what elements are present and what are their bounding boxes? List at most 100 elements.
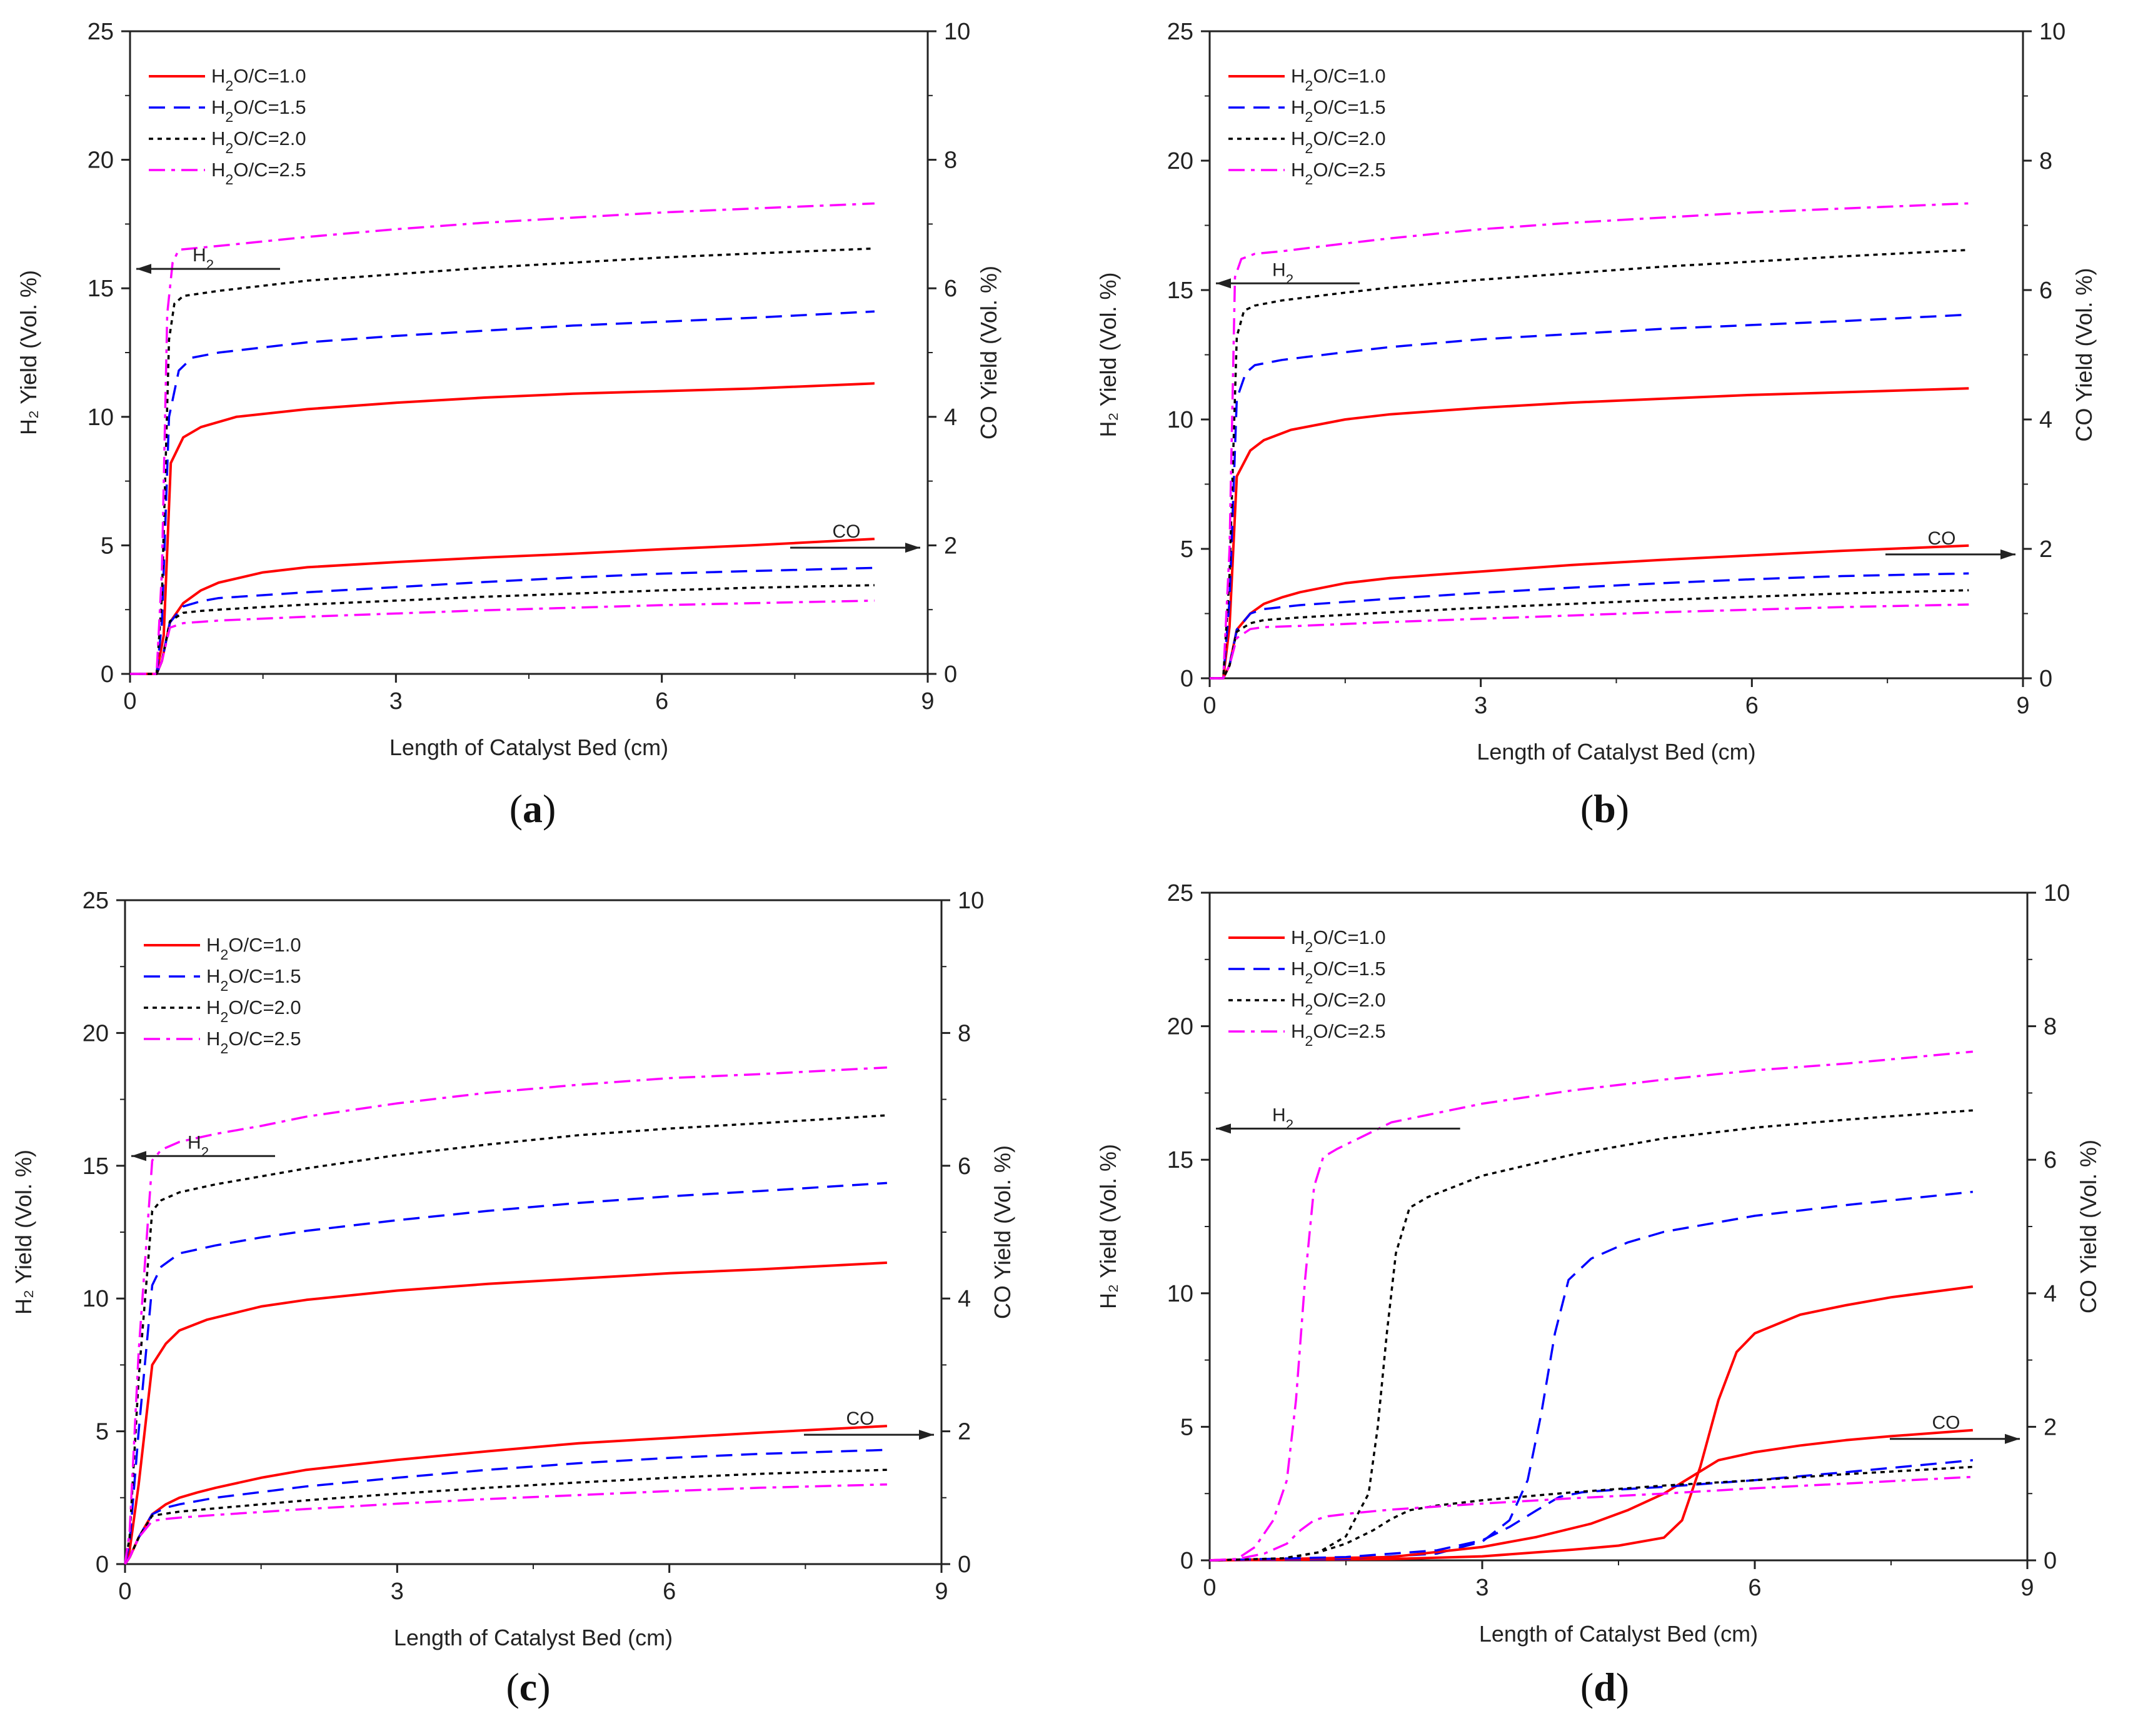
h2-annotation: H2 bbox=[1272, 1105, 1293, 1132]
y-left-axis-label: H₂ Yield (Vol. %) bbox=[1095, 272, 1121, 437]
legend-label: H2O/C=2.5 bbox=[206, 1028, 301, 1056]
y-right-tick-label: 10 bbox=[2039, 19, 2065, 45]
y-right-axis-label: CO Yield (Vol. %) bbox=[990, 1145, 1015, 1319]
y-right-tick-label: 4 bbox=[944, 404, 957, 431]
co-series-line bbox=[130, 566, 875, 675]
y-left-tick-label: 0 bbox=[101, 661, 114, 688]
panel-label-letter: a bbox=[523, 786, 543, 831]
y-left-tick-label: 5 bbox=[101, 533, 114, 559]
h2-series-line bbox=[130, 382, 875, 675]
y-right-tick-label: 6 bbox=[944, 276, 957, 302]
h2-series-line bbox=[124, 1261, 888, 1565]
h2-series-line bbox=[1210, 387, 1969, 680]
co-series-line bbox=[1209, 1459, 1973, 1562]
legend-label: H2O/C=1.0 bbox=[1291, 926, 1386, 955]
x-tick-label: 0 bbox=[118, 1578, 131, 1605]
y-left-tick-label: 5 bbox=[1180, 536, 1193, 563]
co-series-line bbox=[1210, 603, 1969, 680]
co-series-line bbox=[1210, 544, 1969, 680]
co-series-line bbox=[1209, 1475, 1973, 1562]
legend-label: H2O/C=1.5 bbox=[1291, 958, 1386, 986]
y-right-tick-label: 10 bbox=[958, 888, 984, 914]
co-arrow-head bbox=[2000, 549, 2015, 559]
legend-label: H2O/C=2.0 bbox=[1291, 128, 1386, 156]
panel-label: (c) bbox=[506, 1665, 550, 1709]
y-right-tick-label: 0 bbox=[944, 661, 957, 688]
y-left-tick-label: 5 bbox=[1180, 1414, 1193, 1440]
y-left-axis-label: H₂ Yield (Vol. %) bbox=[16, 270, 41, 435]
legend-label: H2O/C=1.5 bbox=[211, 96, 306, 125]
y-right-tick-label: 2 bbox=[944, 533, 957, 559]
y-right-axis-label: CO Yield (Vol. %) bbox=[976, 266, 1001, 439]
y-right-tick-label: 6 bbox=[958, 1153, 971, 1180]
h2-series-line bbox=[124, 1114, 888, 1565]
x-tick-label: 0 bbox=[1203, 693, 1216, 719]
co-annotation: CO bbox=[833, 521, 861, 542]
legend-label: H2O/C=2.5 bbox=[1291, 1020, 1386, 1049]
h2-series-line bbox=[1209, 1050, 1973, 1562]
y-left-tick-label: 10 bbox=[88, 404, 114, 431]
legend-label: H2O/C=1.0 bbox=[211, 65, 306, 94]
y-left-tick-label: 15 bbox=[1167, 278, 1193, 304]
x-tick-label: 3 bbox=[389, 688, 403, 715]
y-right-tick-label: 4 bbox=[2039, 407, 2052, 433]
legend-label: H2O/C=1.0 bbox=[1291, 65, 1386, 94]
h2-series-line bbox=[130, 247, 875, 675]
h2-arrow-head bbox=[1216, 1123, 1231, 1134]
co-series-line bbox=[130, 538, 875, 675]
y-right-tick-label: 0 bbox=[2039, 666, 2052, 692]
x-tick-label: 9 bbox=[2020, 1575, 2034, 1601]
y-right-tick-label: 10 bbox=[2044, 880, 2070, 906]
x-tick-label: 3 bbox=[1475, 1575, 1488, 1601]
x-tick-label: 6 bbox=[1745, 693, 1759, 719]
y-left-tick-label: 10 bbox=[83, 1286, 109, 1312]
y-left-tick-label: 25 bbox=[1167, 19, 1193, 45]
x-tick-label: 0 bbox=[123, 688, 136, 715]
y-right-tick-label: 4 bbox=[958, 1286, 971, 1312]
y-right-tick-label: 8 bbox=[958, 1020, 971, 1046]
h2-series-line bbox=[1210, 249, 1969, 680]
y-left-tick-label: 15 bbox=[1167, 1147, 1193, 1173]
h2-series-line bbox=[124, 1066, 887, 1565]
h2-arrow-head bbox=[131, 1151, 146, 1162]
panel-label: (b) bbox=[1580, 786, 1629, 831]
y-left-tick-label: 0 bbox=[96, 1552, 109, 1578]
h2-series-line bbox=[1209, 1285, 1974, 1562]
y-right-axis-label: CO Yield (Vol. %) bbox=[2071, 268, 2097, 441]
y-right-tick-label: 0 bbox=[2044, 1548, 2057, 1574]
legend-label: H2O/C=2.5 bbox=[211, 159, 306, 188]
x-axis-label: Length of Catalyst Bed (cm) bbox=[389, 735, 668, 760]
h2-series-line bbox=[1210, 313, 1969, 680]
y-right-tick-label: 6 bbox=[2039, 278, 2052, 304]
y-right-tick-label: 6 bbox=[2044, 1147, 2057, 1173]
co-series-line bbox=[1209, 1428, 1973, 1562]
h2-series-line bbox=[1210, 202, 1969, 680]
legend-label: H2O/C=1.5 bbox=[1291, 96, 1386, 125]
h2-series-line bbox=[130, 310, 875, 675]
y-left-tick-label: 0 bbox=[1180, 666, 1193, 692]
y-left-tick-label: 20 bbox=[88, 148, 114, 174]
x-tick-label: 9 bbox=[921, 688, 934, 715]
y-right-tick-label: 8 bbox=[2044, 1014, 2057, 1040]
x-tick-label: 3 bbox=[391, 1578, 404, 1605]
x-tick-label: 6 bbox=[655, 688, 668, 715]
co-series-line bbox=[130, 600, 875, 675]
y-left-tick-label: 25 bbox=[83, 888, 109, 914]
co-arrow-head bbox=[919, 1430, 934, 1440]
panel-label: (a) bbox=[509, 786, 556, 831]
panel-label-letter: c bbox=[519, 1665, 537, 1709]
y-left-tick-label: 20 bbox=[1167, 148, 1193, 174]
legend-label: H2O/C=1.5 bbox=[206, 965, 301, 994]
x-axis-label: Length of Catalyst Bed (cm) bbox=[1479, 1621, 1758, 1647]
x-tick-label: 3 bbox=[1474, 693, 1487, 719]
panel-label: (d) bbox=[1580, 1665, 1629, 1709]
panel-label-letter: d bbox=[1593, 1665, 1616, 1709]
legend-label: H2O/C=2.0 bbox=[1291, 989, 1386, 1018]
legend-label: H2O/C=2.0 bbox=[206, 996, 301, 1025]
x-tick-label: 6 bbox=[663, 1578, 676, 1605]
